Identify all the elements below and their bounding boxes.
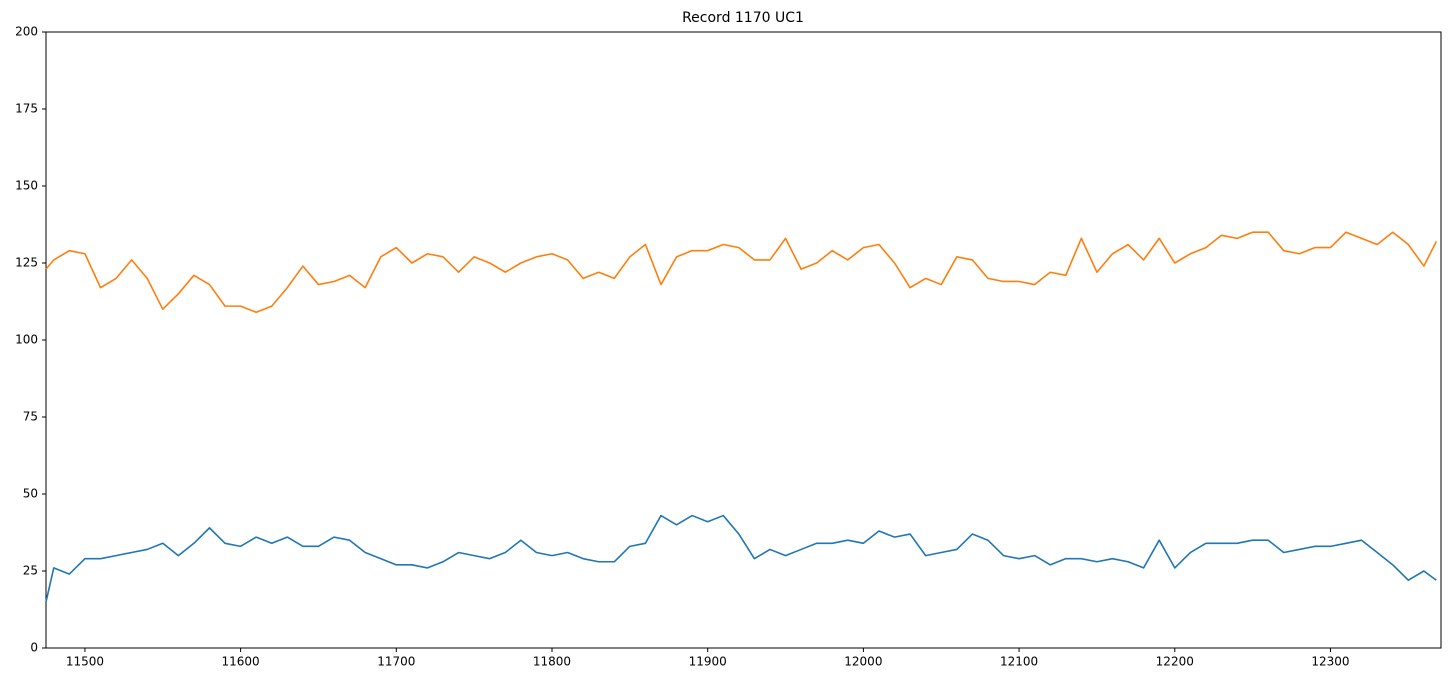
- data-line: [45, 231, 1438, 314]
- x-tick-label: 11500: [66, 655, 104, 669]
- y-tick-label: 75: [23, 410, 38, 424]
- x-tick-label: 11600: [222, 655, 260, 669]
- y-tick-label: 200: [15, 25, 38, 39]
- data-line: [45, 514, 1437, 602]
- x-tick-label: 11900: [689, 655, 727, 669]
- x-tick-label: 11800: [533, 655, 571, 669]
- x-tick-label: 12100: [1000, 655, 1038, 669]
- x-tick-label: 11700: [377, 655, 415, 669]
- y-tick-label: 0: [30, 641, 38, 655]
- y-tick-label: 175: [15, 102, 38, 116]
- y-tick-label: 100: [15, 333, 38, 347]
- x-tick-label: 12300: [1311, 655, 1349, 669]
- chart-title: Record 1170 UC1: [682, 10, 804, 26]
- x-tick-label: 12200: [1156, 655, 1194, 669]
- plot-frame: [45, 31, 1442, 649]
- y-tick-label: 50: [23, 487, 38, 501]
- y-tick-label: 25: [23, 564, 38, 578]
- y-tick-label: 125: [15, 256, 38, 270]
- y-tick-label: 150: [15, 179, 38, 193]
- x-tick-label: 12000: [844, 655, 882, 669]
